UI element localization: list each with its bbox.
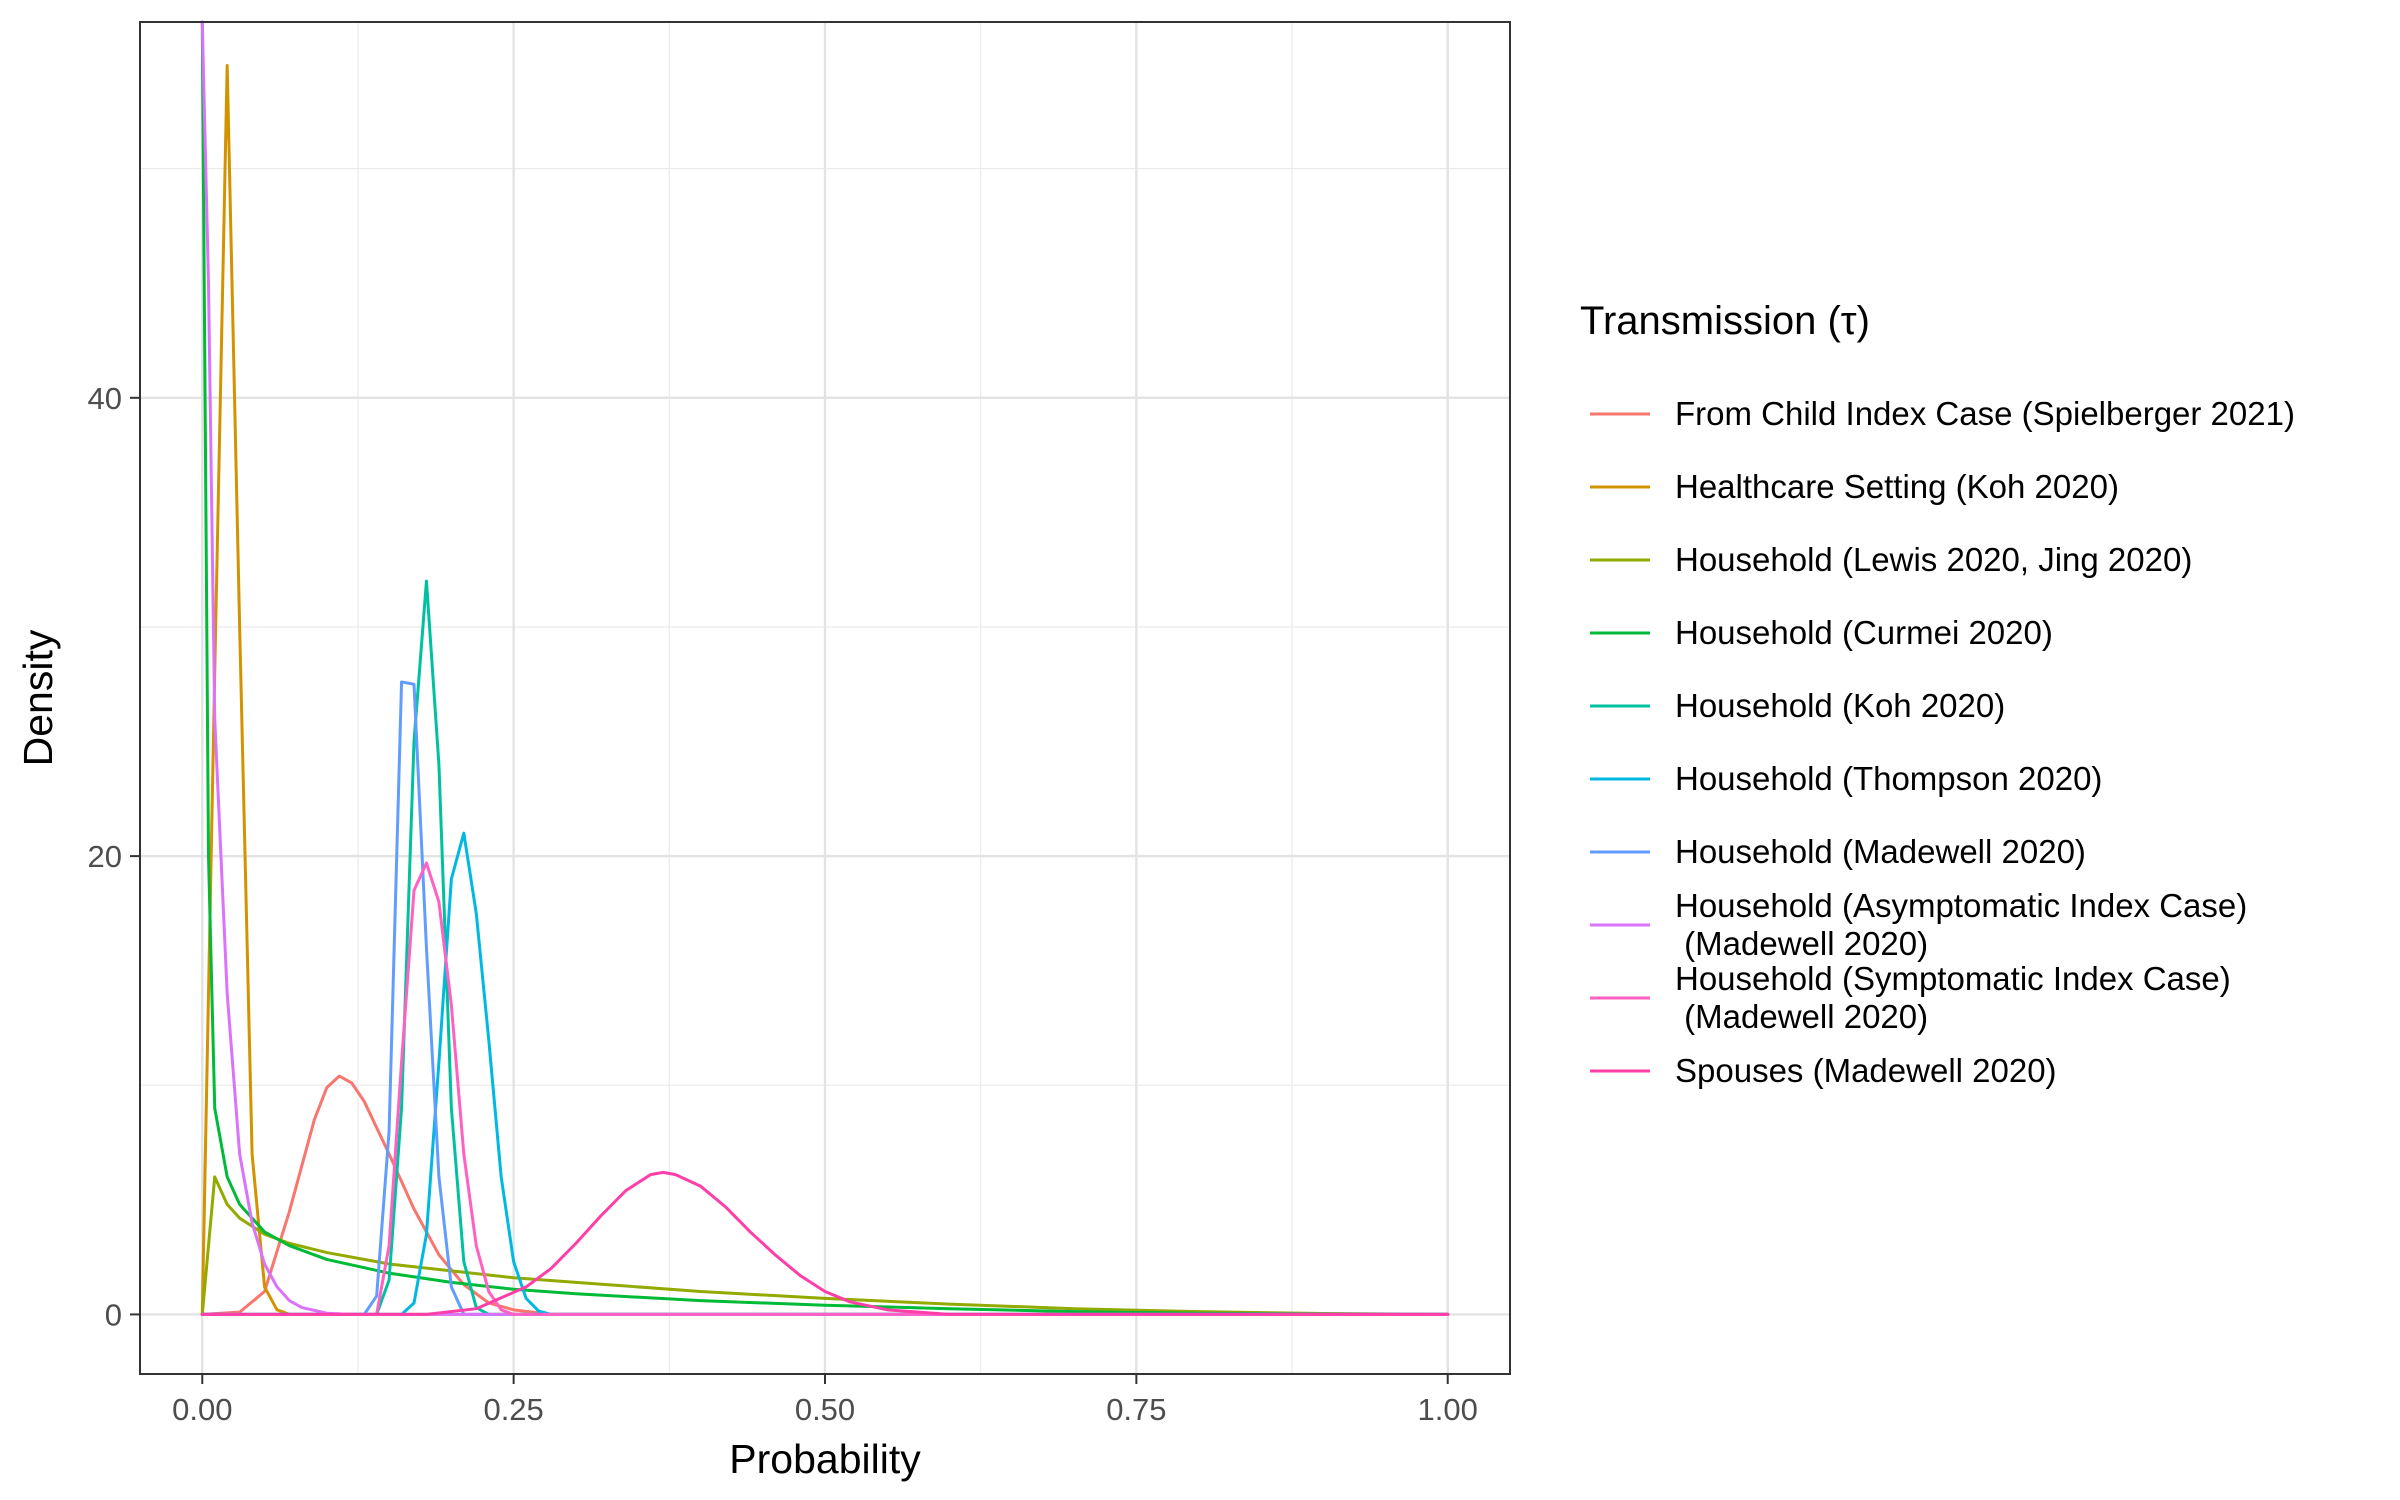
series-line-10 — [200, 1170, 1450, 1316]
legend-label-4: Household (Curmei 2020) — [1675, 614, 2053, 651]
legend-items: From Child Index Case (Spielberger 2021)… — [1590, 395, 2295, 1089]
series-line-6 — [200, 831, 1450, 1316]
legend-label-8: Household (Asymptomatic Index Case) (Mad… — [1675, 887, 2247, 962]
x-axis-ticks: 0.00 0.25 0.50 0.75 1.00 — [172, 1374, 1478, 1427]
legend-label-6: Household (Thompson 2020) — [1675, 760, 2102, 797]
y-tick-label: 40 — [88, 381, 122, 416]
legend-label-5: Household (Koh 2020) — [1675, 687, 2005, 724]
legend: Transmission (τ) From Child Index Case (… — [1580, 299, 2295, 1089]
legend-title: Transmission (τ) — [1580, 299, 1870, 343]
x-axis-title: Probability — [729, 1436, 921, 1482]
x-tick-label: 1.00 — [1418, 1392, 1478, 1427]
legend-label-9: Household (Symptomatic Index Case) (Made… — [1675, 960, 2231, 1035]
y-tick-label: 20 — [88, 839, 122, 874]
series-line-2 — [200, 64, 1450, 1316]
legend-label-10: Spouses (Madewell 2020) — [1675, 1052, 2057, 1089]
series-lines — [200, 20, 1450, 1316]
y-tick-label: 0 — [105, 1297, 122, 1332]
x-tick-label: 0.25 — [483, 1392, 543, 1427]
legend-label-2: Healthcare Setting (Koh 2020) — [1675, 468, 2119, 505]
x-tick-label: 0.00 — [172, 1392, 232, 1427]
legend-label-1: From Child Index Case (Spielberger 2021) — [1675, 395, 2295, 432]
series-line-9 — [200, 861, 1450, 1316]
y-axis-ticks: 0 20 40 — [88, 381, 140, 1332]
x-tick-label: 0.50 — [795, 1392, 855, 1427]
legend-label-7: Household (Madewell 2020) — [1675, 833, 2086, 870]
series-line-3 — [200, 1175, 1450, 1316]
legend-label-3: Household (Lewis 2020, Jing 2020) — [1675, 541, 2192, 578]
series-line-7 — [200, 680, 1450, 1316]
x-tick-label: 0.75 — [1106, 1392, 1166, 1427]
series-line-4 — [200, 20, 1450, 1316]
y-axis-title: Density — [15, 629, 61, 766]
